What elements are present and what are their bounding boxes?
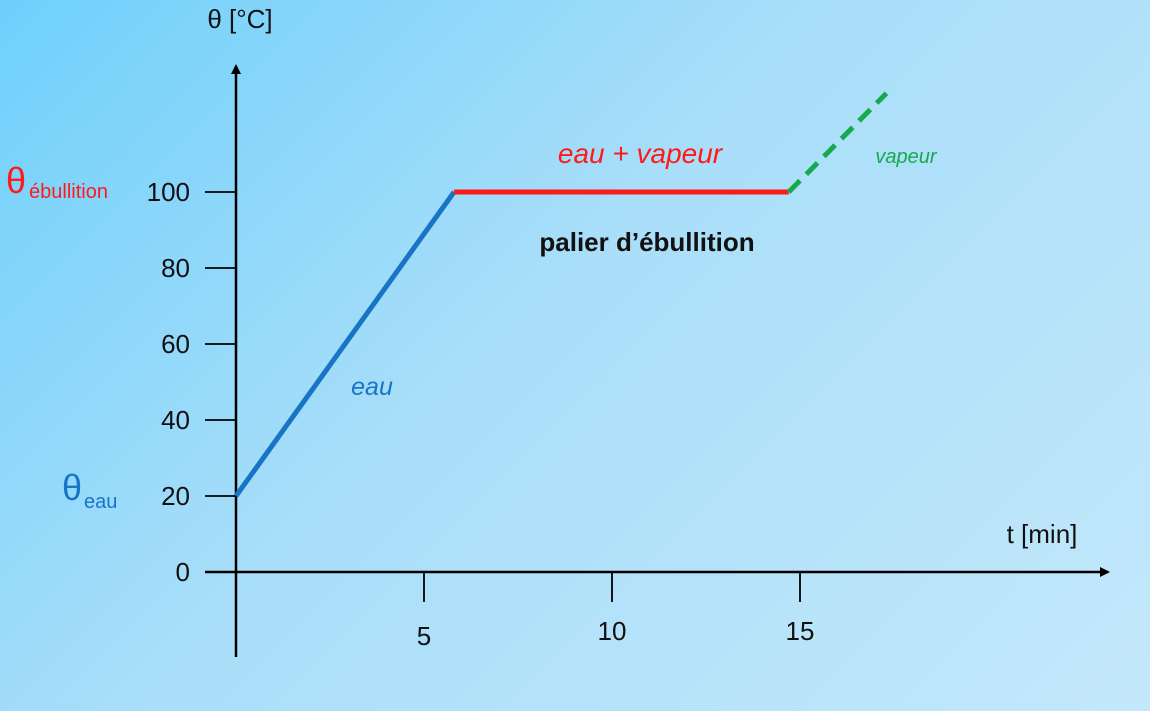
series-line-eau: [233, 190, 457, 498]
x-ticks: 5 10 15: [417, 572, 815, 651]
theta-water-label: θ eau: [62, 467, 117, 513]
y-tick-label: 100: [147, 177, 190, 207]
x-tick-label: 10: [598, 616, 627, 646]
series-label-eau: eau: [351, 373, 393, 401]
theta-boiling-symbol: θ: [6, 160, 26, 201]
theta-water-subscript: eau: [84, 491, 117, 513]
theta-boiling-subscript: ébullition: [29, 181, 108, 203]
x-tick-label: 15: [786, 616, 815, 646]
series-label-vapeur: vapeur: [875, 146, 937, 168]
theta-water-symbol: θ: [62, 467, 82, 508]
y-axis-title: θ [°C]: [207, 4, 272, 34]
series-label-eau-vapeur: eau + vapeur: [558, 138, 724, 169]
theta-boiling-label: θ ébullition: [6, 160, 108, 203]
plateau-annotation: palier d’ébullition: [539, 227, 754, 257]
y-ticks: 0 20 40 60 80 100: [147, 177, 236, 587]
y-tick-label: 0: [176, 557, 190, 587]
y-tick-label: 40: [161, 405, 190, 435]
x-axis-title: t [min]: [1007, 519, 1078, 549]
y-tick-label: 80: [161, 253, 190, 283]
y-tick-label: 60: [161, 329, 190, 359]
series-line-vapeur: [786, 91, 889, 194]
y-tick-label: 20: [161, 481, 190, 511]
x-tick-label: 5: [417, 621, 431, 651]
